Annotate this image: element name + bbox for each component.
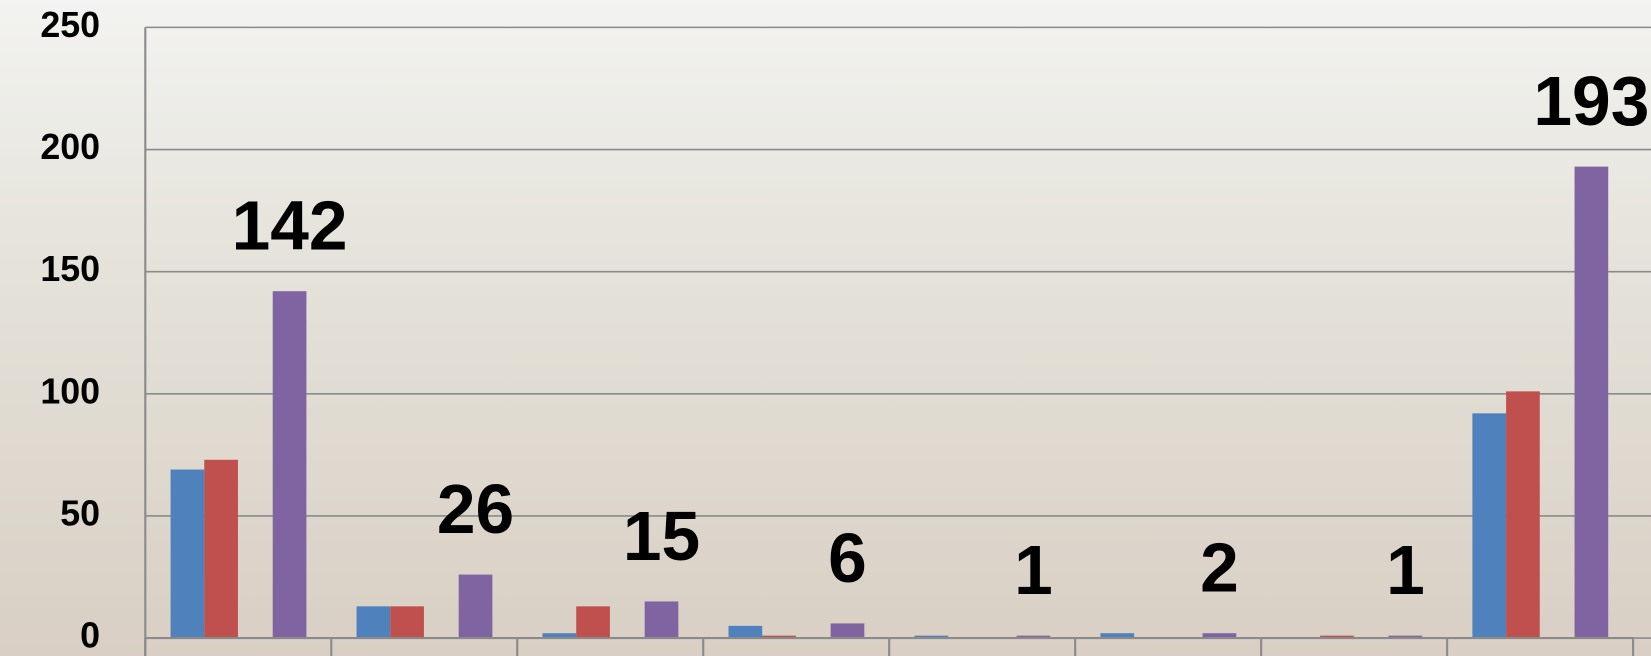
bar xyxy=(459,575,493,639)
bar xyxy=(1506,391,1540,638)
y-tick-label: 0 xyxy=(80,616,100,656)
data-label: 6 xyxy=(828,519,867,597)
bar xyxy=(204,460,238,638)
bar xyxy=(1472,413,1506,638)
y-tick-label: 150 xyxy=(40,249,100,289)
data-label: 1 xyxy=(1386,531,1425,609)
bar xyxy=(576,606,610,638)
page: {"chart_data": {"type": "bar", "categori… xyxy=(0,0,1651,656)
bar xyxy=(273,291,307,638)
bar xyxy=(831,623,865,638)
data-label: 193 xyxy=(1533,62,1649,140)
y-tick-label: 250 xyxy=(40,5,100,45)
data-label: 142 xyxy=(232,187,348,265)
bar xyxy=(171,470,205,639)
bar xyxy=(357,606,391,638)
bar xyxy=(645,601,679,638)
y-tick-label: 200 xyxy=(40,127,100,167)
data-label: 2 xyxy=(1200,529,1239,607)
bar xyxy=(1575,167,1609,638)
bar xyxy=(728,626,762,638)
y-tick-label: 50 xyxy=(60,493,100,533)
data-label: 1 xyxy=(1014,531,1053,609)
data-label: 15 xyxy=(623,497,700,575)
bar xyxy=(390,606,424,638)
data-label: 26 xyxy=(437,470,514,548)
chart: 0 50 100 150 200 250 142 26 15 6 1 2 1 193 xyxy=(0,0,1651,656)
y-tick-label: 100 xyxy=(40,371,100,411)
